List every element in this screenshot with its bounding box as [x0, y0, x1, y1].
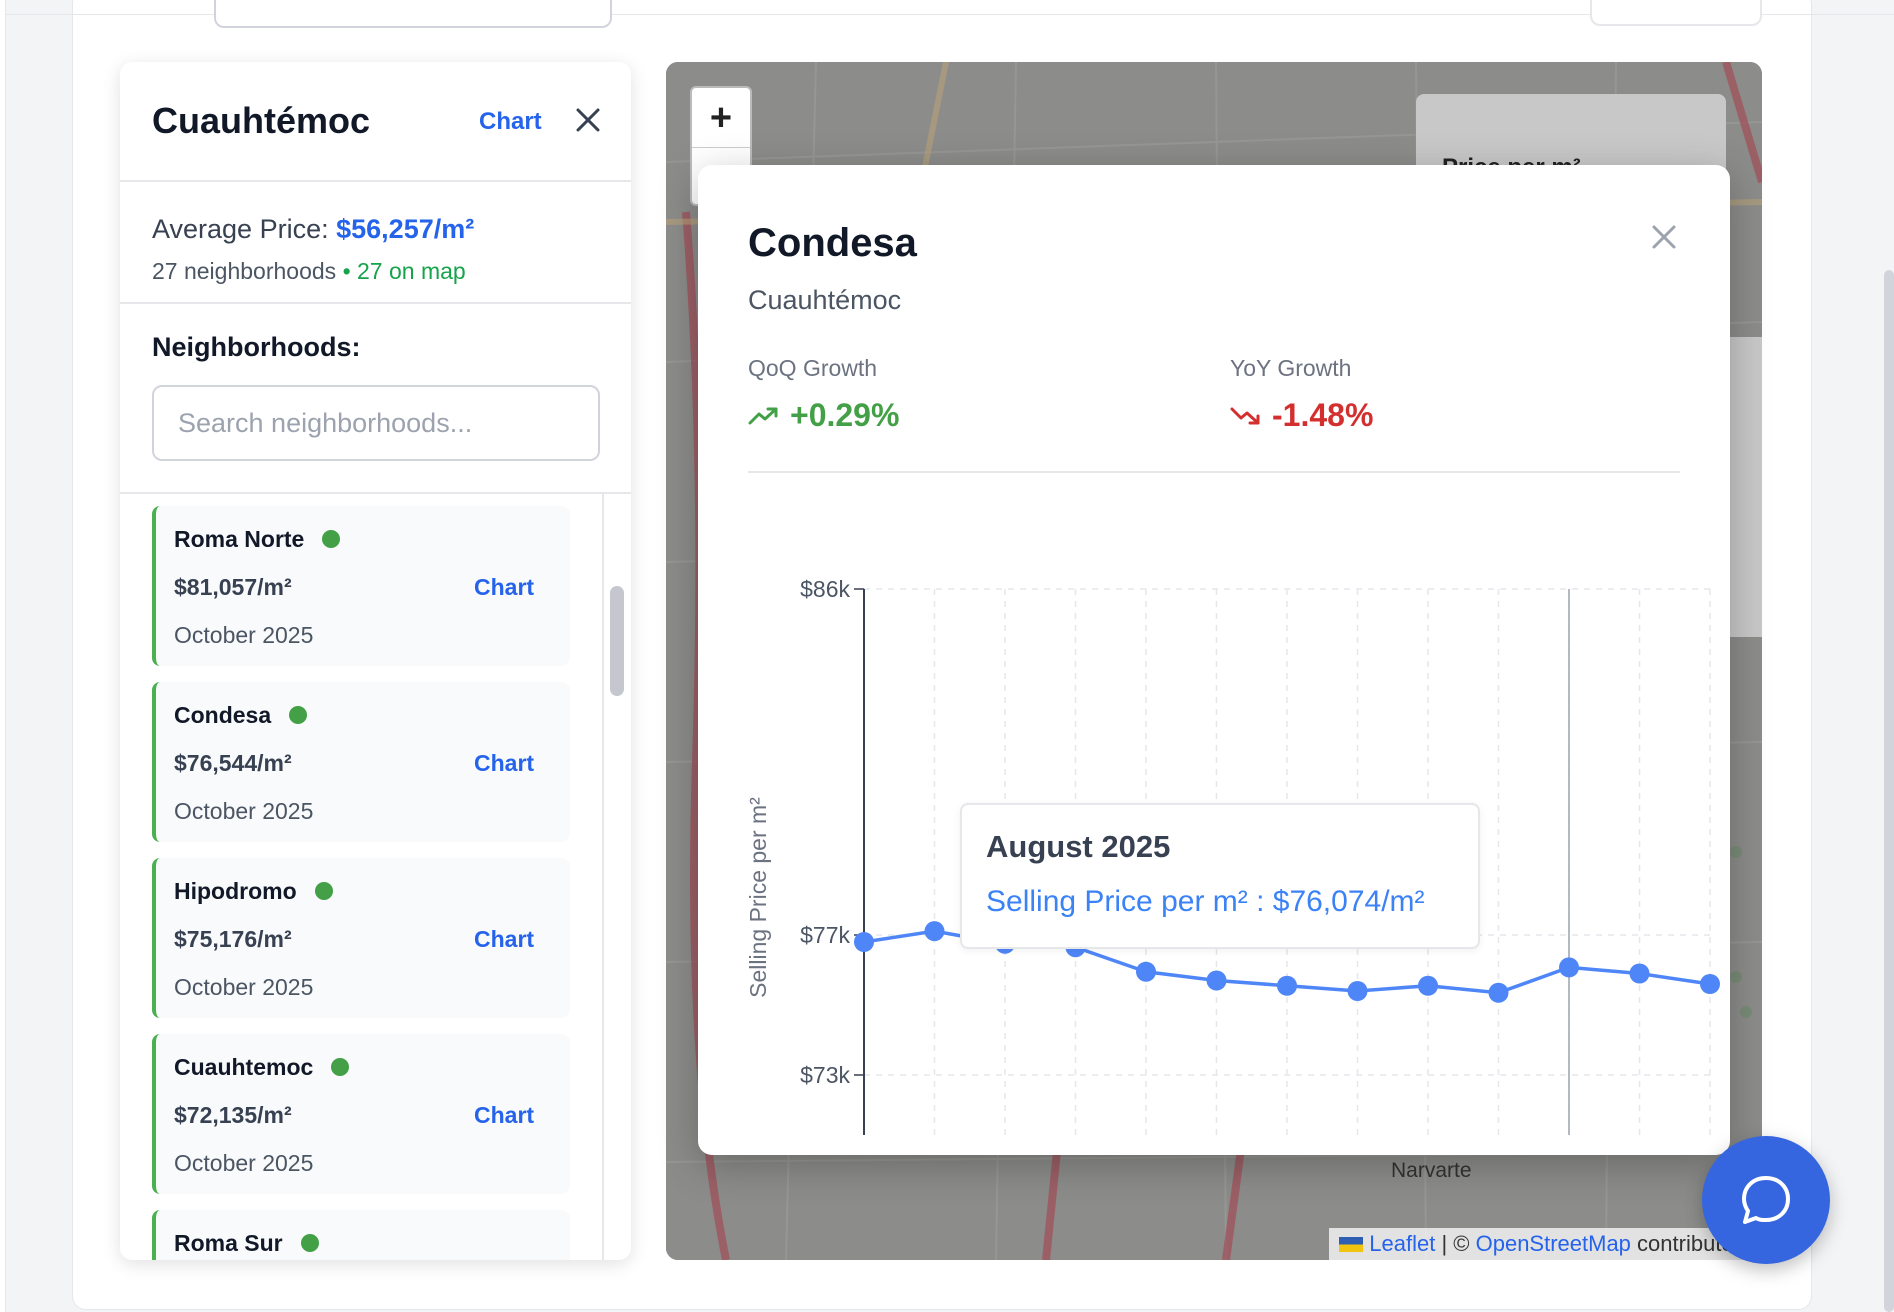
- neighborhood-name: Cuauhtemoc: [174, 1054, 350, 1081]
- average-price-line: Average Price: $56,257/m²: [152, 214, 474, 245]
- tooltip-title: August 2025: [986, 829, 1171, 864]
- y-axis-label: Selling Price per m²: [745, 797, 771, 998]
- sidebar-close-icon[interactable]: [568, 100, 608, 140]
- zoom-in-button[interactable]: +: [692, 88, 750, 148]
- data-point: [1488, 982, 1509, 1003]
- osm-link[interactable]: OpenStreetMap: [1475, 1231, 1631, 1256]
- neighborhood-price: $81,057/m²: [174, 574, 292, 600]
- yoy-growth: -1.48%: [1230, 397, 1373, 434]
- sidebar-header: Cuauhtémoc Chart: [120, 62, 631, 182]
- attribution-separator: | ©: [1441, 1231, 1470, 1256]
- y-tick-label: $73k: [800, 1062, 850, 1088]
- neighborhood-count: 27 neighborhoods: [152, 258, 337, 284]
- data-point: [1277, 975, 1297, 996]
- data-point: [1629, 963, 1650, 984]
- tooltip-value: Selling Price per m² : $76,074/m²: [986, 885, 1425, 918]
- neighborhood-name: Roma Norte: [174, 526, 341, 553]
- sidebar-panel: Cuauhtémoc Chart Average Price: $56,257/…: [120, 62, 631, 1260]
- neighborhood-card[interactable]: Roma Sur: [152, 1210, 570, 1260]
- y-tick-label: $77k: [800, 922, 850, 948]
- neighborhood-name: Roma Sur: [174, 1230, 319, 1257]
- average-price-section: Average Price: $56,257/m² 27 neighborhoo…: [120, 184, 631, 304]
- map-label-narvarte: Narvarte: [1391, 1159, 1472, 1182]
- yoy-growth-value: -1.48%: [1272, 397, 1374, 433]
- neighborhood-search-input[interactable]: [152, 385, 600, 461]
- status-dot-icon: [331, 1058, 350, 1076]
- top-search-input[interactable]: [214, 0, 612, 28]
- neighborhoods-heading: Neighborhoods:: [152, 332, 361, 362]
- neighborhood-card[interactable]: Cuauhtemoc $72,135/m² Chart October 2025: [152, 1034, 570, 1194]
- list-scrollbar[interactable]: [610, 586, 624, 696]
- data-point: [1136, 961, 1156, 982]
- page-scrollbar[interactable]: [1884, 270, 1894, 1312]
- neighborhood-card[interactable]: Roma Norte $81,057/m² Chart October 2025: [152, 506, 570, 666]
- data-point: [854, 932, 874, 952]
- neighborhood-date: October 2025: [174, 974, 314, 1000]
- neighborhood-chart-modal: Condesa Cuauhtémoc QoQ Growth YoY Growth…: [698, 165, 1730, 1155]
- modal-divider: [748, 471, 1680, 473]
- list-divider: [120, 492, 631, 494]
- qoq-growth-value: +0.29%: [790, 397, 900, 433]
- status-dot-icon: [289, 706, 308, 724]
- qoq-growth-label: QoQ Growth: [748, 355, 878, 381]
- neighborhood-chart-link[interactable]: Chart: [474, 750, 535, 776]
- status-dot-icon: [300, 1234, 319, 1252]
- neighborhood-price: $76,544/m²: [174, 750, 292, 776]
- yoy-growth-label: YoY Growth: [1230, 355, 1352, 381]
- left-strip: [0, 0, 6, 1312]
- data-point: [1206, 970, 1227, 991]
- average-price-value: $56,257/m²: [336, 214, 475, 244]
- neighborhood-chart-link[interactable]: Chart: [474, 926, 535, 952]
- chat-bubble-icon: [1742, 1176, 1790, 1224]
- neighborhood-price: $72,135/m²: [174, 1102, 292, 1128]
- ukraine-flag-icon: [1339, 1237, 1364, 1252]
- count-separator: •: [342, 258, 351, 284]
- y-tick-label: $86k: [800, 576, 850, 602]
- qoq-growth: +0.29%: [748, 397, 899, 434]
- neighborhood-price: $75,176/m²: [174, 926, 292, 952]
- data-point: [1559, 957, 1579, 978]
- neighborhood-card[interactable]: Hipodromo $75,176/m² Chart October 2025: [152, 858, 570, 1018]
- neighborhood-date: October 2025: [174, 622, 314, 648]
- list-scroll-track: [602, 494, 604, 1260]
- neighborhood-date: October 2025: [174, 798, 314, 824]
- sidebar-title: Cuauhtémoc: [152, 100, 371, 141]
- neighborhood-name: Condesa: [174, 702, 308, 729]
- chart-tooltip: August 2025 Selling Price per m² : $76,0…: [960, 803, 1480, 949]
- neighborhood-chart-link[interactable]: Chart: [474, 574, 535, 600]
- data-point: [1347, 981, 1368, 1001]
- data-point: [1700, 974, 1720, 994]
- neighborhood-card[interactable]: Condesa $76,544/m² Chart October 2025: [152, 682, 570, 842]
- leaflet-link[interactable]: Leaflet: [1369, 1231, 1436, 1256]
- neighborhood-date: October 2025: [174, 1150, 314, 1176]
- on-map-count: 27 on map: [357, 258, 466, 284]
- neighborhood-list: Roma Norte $81,057/m² Chart October 2025…: [152, 506, 570, 1260]
- status-dot-icon: [314, 882, 333, 900]
- modal-title: Condesa: [748, 221, 917, 265]
- data-point: [1418, 975, 1438, 996]
- average-price-label: Average Price:: [152, 214, 329, 244]
- top-button[interactable]: [1590, 0, 1762, 26]
- neighborhood-name: Hipodromo: [174, 878, 333, 905]
- trending-down-icon: [1230, 407, 1260, 424]
- status-dot-icon: [322, 530, 341, 548]
- data-point: [924, 921, 945, 942]
- neighborhood-count-line: 27 neighborhoods • 27 on map: [152, 258, 466, 285]
- modal-close-icon[interactable]: [1642, 215, 1686, 259]
- neighborhood-chart-link[interactable]: Chart: [474, 1102, 535, 1128]
- map-attribution: Leaflet | © OpenStreetMap contributors: [1329, 1228, 1762, 1260]
- trending-up-icon: [748, 407, 778, 424]
- modal-subtitle: Cuauhtémoc: [748, 285, 902, 315]
- chat-button[interactable]: [1702, 1136, 1830, 1264]
- sidebar-chart-link[interactable]: Chart: [479, 108, 542, 135]
- top-divider: [0, 14, 1894, 15]
